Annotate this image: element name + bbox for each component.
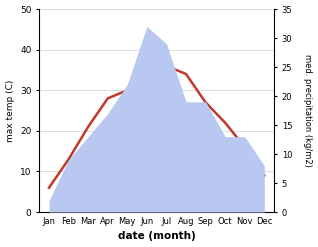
X-axis label: date (month): date (month) — [118, 231, 196, 242]
Y-axis label: max temp (C): max temp (C) — [5, 79, 15, 142]
Y-axis label: med. precipitation (kg/m2): med. precipitation (kg/m2) — [303, 54, 313, 167]
